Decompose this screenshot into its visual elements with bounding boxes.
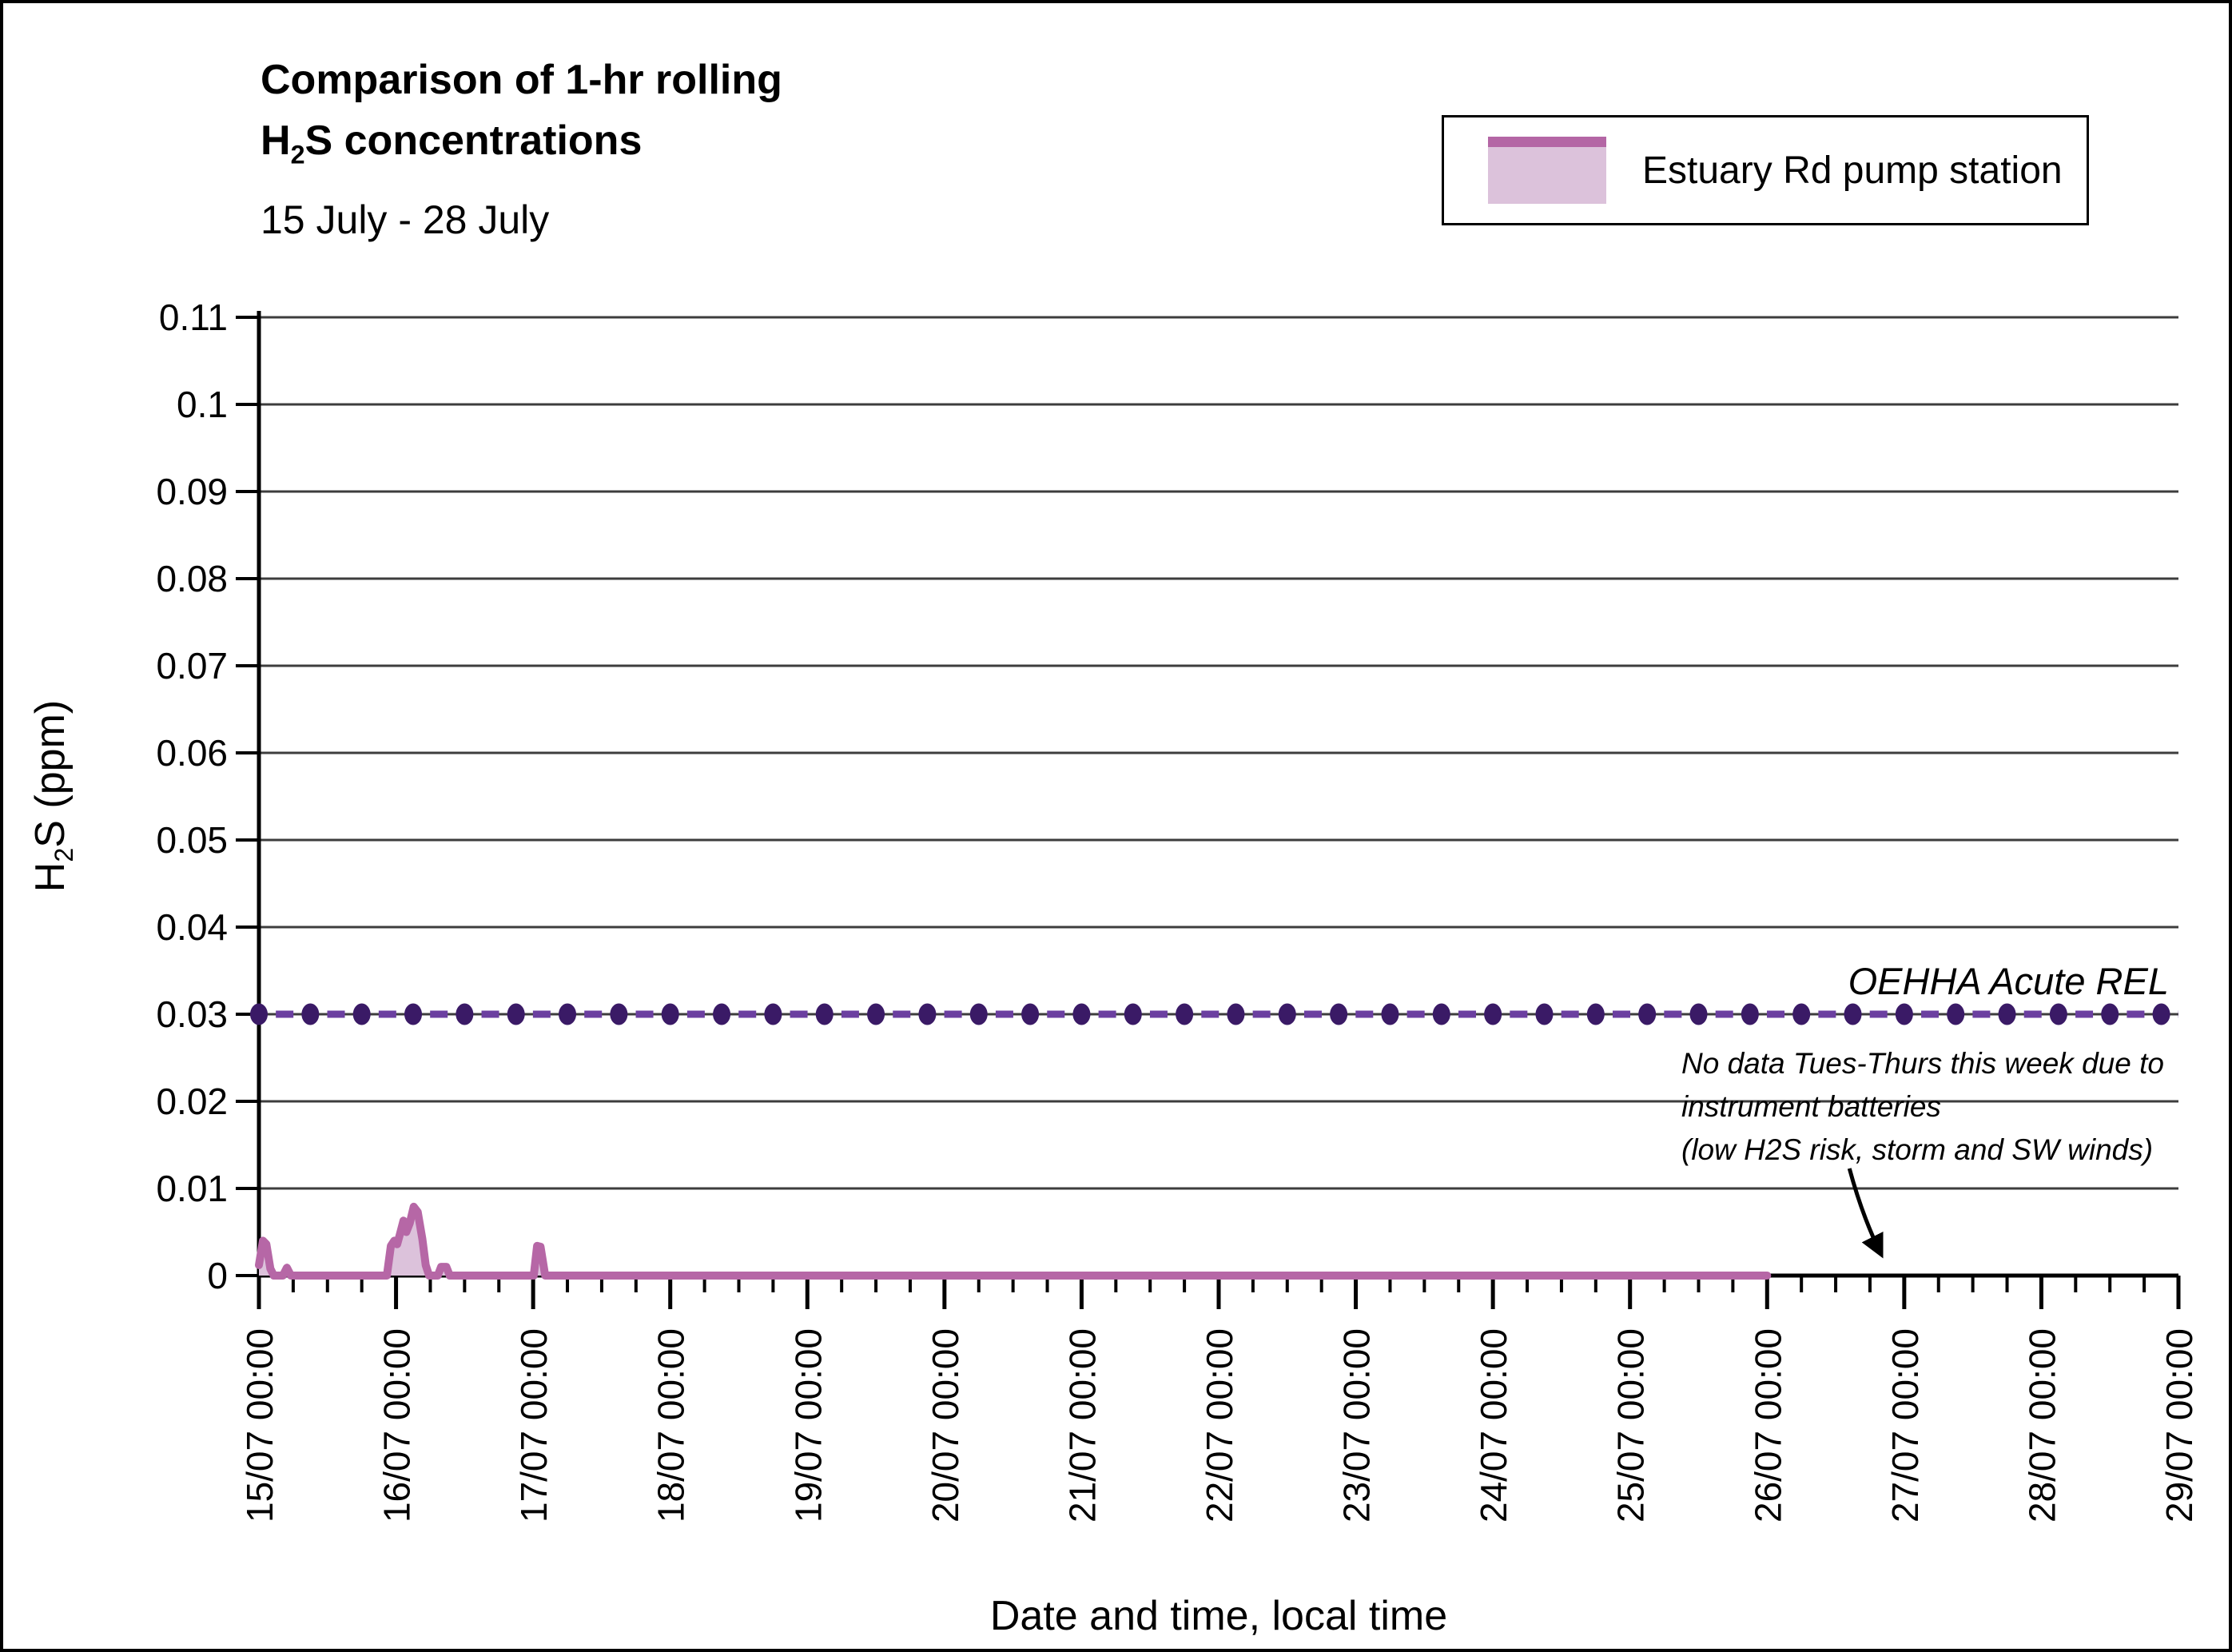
chart-title-line2: H2S concentrations bbox=[261, 117, 643, 169]
y-tick-label: 0.11 bbox=[159, 297, 228, 338]
y-tick-label: 0.04 bbox=[156, 906, 228, 948]
y-axis-title: H2S (ppm) bbox=[26, 699, 79, 893]
rel-marker bbox=[1227, 1003, 1245, 1025]
rel-marker bbox=[815, 1003, 834, 1025]
rel-marker bbox=[764, 1003, 782, 1025]
annotation-arrow bbox=[1847, 1168, 1884, 1259]
legend: Estuary Rd pump station bbox=[1442, 115, 2089, 225]
rel-marker bbox=[1432, 1003, 1450, 1025]
rel-marker bbox=[1535, 1003, 1554, 1025]
rel-marker bbox=[301, 1003, 320, 1025]
rel-marker bbox=[1330, 1003, 1348, 1025]
rel-marker bbox=[1947, 1003, 1965, 1025]
y-tick-label: 0.06 bbox=[156, 732, 228, 774]
rel-marker bbox=[610, 1003, 628, 1025]
y-tick-label: 0.03 bbox=[156, 993, 228, 1035]
rel-marker bbox=[1689, 1003, 1708, 1025]
rel-marker bbox=[507, 1003, 525, 1025]
x-tick-label: 19/07 00:00 bbox=[787, 1328, 829, 1523]
x-tick-label: 16/07 00:00 bbox=[376, 1328, 418, 1523]
rel-marker bbox=[1484, 1003, 1502, 1025]
chart-canvas: 0 0.01 0.02 0.03 0.04 0.05 0.06 0.07 0.08 0.09 0.1… bbox=[156, 297, 2200, 1523]
rel-marker bbox=[1381, 1003, 1399, 1025]
chart-title-line1: Comparison of 1-hr rolling bbox=[261, 57, 782, 103]
rel-marker bbox=[2101, 1003, 2119, 1025]
rel-marker bbox=[1586, 1003, 1605, 1025]
rel-marker bbox=[1844, 1003, 1862, 1025]
x-tick-label: 27/07 00:00 bbox=[1884, 1328, 1926, 1523]
rel-marker bbox=[1176, 1003, 1194, 1025]
x-tick-label: 28/07 00:00 bbox=[2021, 1328, 2063, 1523]
rel-marker bbox=[1021, 1003, 1040, 1025]
chart-title: Comparison of 1-hr rolling H2S concentra… bbox=[261, 50, 782, 185]
rel-marker bbox=[1792, 1003, 1811, 1025]
x-tick-label: 18/07 00:00 bbox=[651, 1328, 692, 1523]
y-tick-label: 0.07 bbox=[156, 645, 228, 687]
rel-marker bbox=[1741, 1003, 1759, 1025]
annotation-line: (low H2S risk, storm and SW winds) bbox=[1681, 1133, 2154, 1166]
x-tick-label: 17/07 00:00 bbox=[513, 1328, 555, 1523]
rel-marker bbox=[918, 1003, 937, 1025]
y-tick-label: 0.08 bbox=[156, 558, 228, 599]
x-tick-label: 29/07 00:00 bbox=[2158, 1328, 2200, 1523]
rel-marker bbox=[867, 1003, 885, 1025]
x-tick-label: 22/07 00:00 bbox=[1199, 1328, 1240, 1523]
x-tick-label: 26/07 00:00 bbox=[1747, 1328, 1788, 1523]
y-tick-label: 0.01 bbox=[156, 1168, 228, 1209]
chart-subtitle: 15 July - 28 July bbox=[261, 197, 550, 242]
rel-marker bbox=[1072, 1003, 1091, 1025]
x-tick-label: 15/07 00:00 bbox=[239, 1328, 280, 1523]
rel-marker bbox=[969, 1003, 988, 1025]
y-tick-label: 0.09 bbox=[156, 471, 228, 512]
annotation-line: No data Tues-Thurs this week due to bbox=[1681, 1047, 2164, 1080]
rel-marker bbox=[1124, 1003, 1142, 1025]
y-tick-label: 0.05 bbox=[156, 819, 228, 861]
h2s-area-series bbox=[255, 1202, 1772, 1280]
x-tick-label: 20/07 00:00 bbox=[925, 1328, 966, 1523]
rel-marker bbox=[559, 1003, 577, 1025]
rel-marker bbox=[713, 1003, 731, 1025]
rel-marker bbox=[250, 1003, 268, 1025]
y-tick-label: 0.02 bbox=[156, 1081, 228, 1122]
legend-label: Estuary Rd pump station bbox=[1642, 149, 2063, 192]
rel-marker bbox=[1638, 1003, 1657, 1025]
rel-marker bbox=[2152, 1003, 2170, 1025]
no-data-annotation: No data Tues-Thurs this week due to inst… bbox=[1681, 1042, 2164, 1172]
y-tick-label: 0 bbox=[207, 1255, 228, 1296]
rel-marker bbox=[456, 1003, 474, 1025]
x-tick-label: 25/07 00:00 bbox=[1610, 1328, 1652, 1523]
rel-marker bbox=[404, 1003, 423, 1025]
legend-swatch-area-series bbox=[1488, 137, 1606, 204]
rel-line-label: OEHHA Acute REL bbox=[1848, 960, 2169, 1002]
rel-marker bbox=[2049, 1003, 2067, 1025]
rel-marker bbox=[1895, 1003, 1913, 1025]
x-tick-label: 21/07 00:00 bbox=[1061, 1328, 1103, 1523]
rel-marker bbox=[1998, 1003, 2016, 1025]
x-tick-label: 23/07 00:00 bbox=[1336, 1328, 1378, 1523]
rel-marker bbox=[1278, 1003, 1296, 1025]
rel-marker bbox=[661, 1003, 679, 1025]
h2s-area-fill bbox=[259, 1206, 1768, 1276]
annotation-line: instrument batteries bbox=[1681, 1090, 1941, 1123]
x-axis-title: Date and time, local time bbox=[989, 1593, 1448, 1639]
rel-marker bbox=[352, 1003, 371, 1025]
y-tick-label: 0.1 bbox=[177, 384, 228, 425]
x-tick-label: 24/07 00:00 bbox=[1473, 1328, 1514, 1523]
